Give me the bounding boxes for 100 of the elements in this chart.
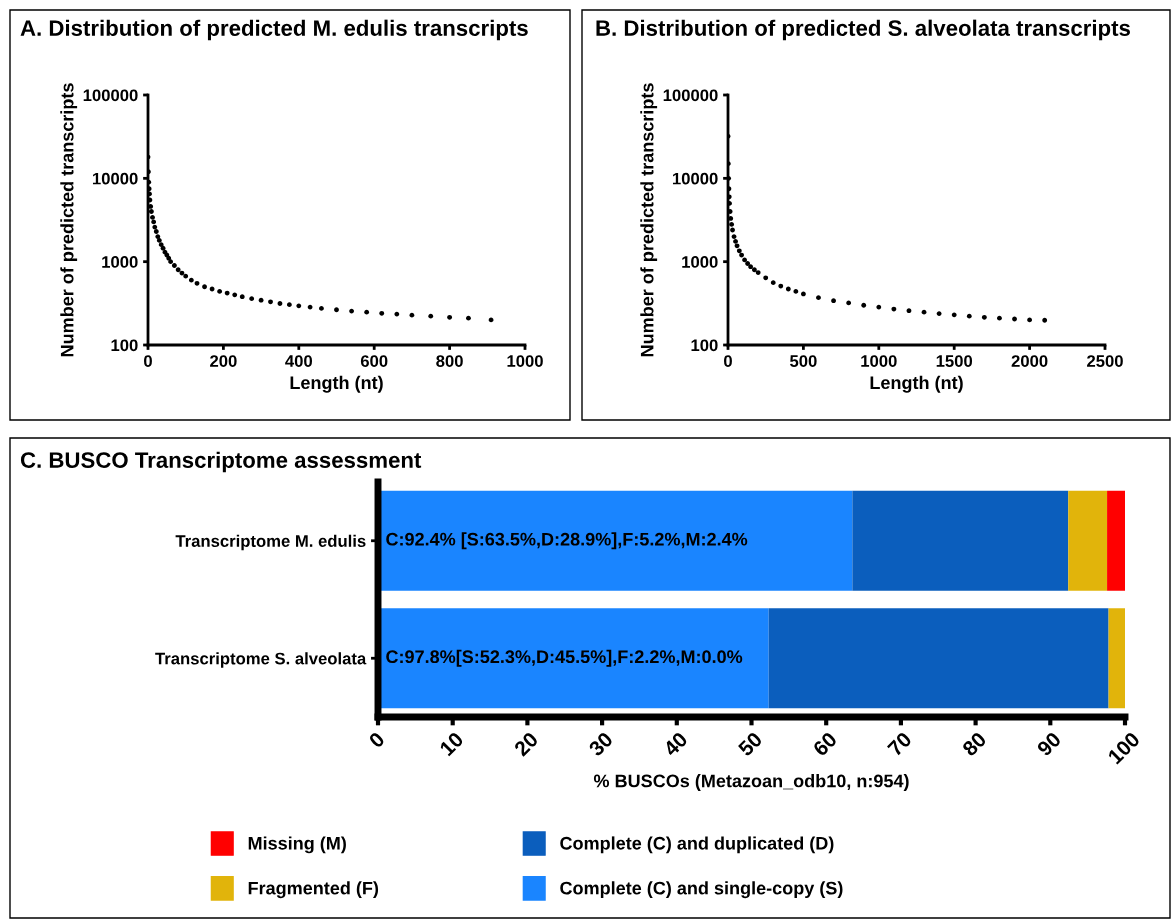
point <box>763 275 769 281</box>
y-axis-title: Number of predicted transcripts <box>60 83 78 357</box>
x-tick-label: 10 <box>438 731 465 757</box>
point <box>729 222 735 227</box>
x-tick-label: 400 <box>285 355 313 367</box>
y-tick-label: Transcriptome M. edulis <box>175 534 366 551</box>
point <box>217 288 223 294</box>
y-tick-label: 1000 <box>682 256 718 268</box>
point <box>736 248 742 254</box>
point <box>232 292 238 298</box>
point <box>296 303 302 309</box>
point <box>249 296 255 302</box>
point <box>334 307 339 313</box>
point <box>428 313 434 319</box>
bar <box>852 490 1069 591</box>
y-tick-label: 100000 <box>663 89 718 102</box>
x-tick-label: 70 <box>886 731 913 757</box>
bar <box>1108 608 1125 709</box>
legend-label: Complete (C) and single-copy (S) <box>560 881 843 899</box>
point <box>379 310 385 316</box>
x-tick-label: 0 <box>368 731 386 749</box>
point <box>861 302 867 308</box>
x-tick-label: 50 <box>737 731 764 757</box>
x-tick-label: 1000 <box>861 355 897 367</box>
x-tick-label: 0 <box>144 355 152 367</box>
point <box>733 239 738 244</box>
point <box>751 267 757 273</box>
x-tick-label: 800 <box>436 355 463 367</box>
y-tick-label: 100 <box>691 339 718 352</box>
point <box>997 315 1002 321</box>
point <box>156 237 162 243</box>
point <box>785 286 791 292</box>
point <box>800 291 806 297</box>
point <box>148 204 154 209</box>
point <box>728 216 734 221</box>
point <box>364 309 370 315</box>
y-tick-label: 100 <box>111 339 138 352</box>
point <box>148 209 154 214</box>
bar <box>1068 490 1108 591</box>
x-tick-label: 2000 <box>1011 355 1048 367</box>
y-tick-label: 10000 <box>92 172 138 185</box>
point <box>150 214 155 220</box>
point <box>748 264 754 270</box>
point <box>168 259 174 265</box>
annotation: C:97.8%[S:52.3%,D:45.5%],F:2.2%,M:0.0% <box>386 649 743 667</box>
x-tick-label: 500 <box>790 355 817 367</box>
x-tick-label: 20 <box>513 731 539 757</box>
y-axis-title: Number of predicted transcripts <box>640 83 658 357</box>
x-tick-label: 2500 <box>1087 355 1123 367</box>
chart-title: C. BUSCO Transcriptome assessment <box>20 451 422 473</box>
x-tick-label: 90 <box>1036 731 1062 757</box>
y-tick-label: 100000 <box>83 89 138 102</box>
point <box>183 273 189 279</box>
x-axis-title: Length (nt) <box>290 375 383 393</box>
point <box>755 270 761 275</box>
point <box>153 229 159 234</box>
x-tick-label: 60 <box>812 731 838 757</box>
x-tick-label: 1500 <box>936 355 973 367</box>
point <box>447 314 453 320</box>
point <box>171 263 177 268</box>
bar <box>1107 490 1125 591</box>
y-tick-label: 1000 <box>102 256 138 268</box>
legend-label: Missing (M) <box>248 836 346 854</box>
point <box>831 298 836 304</box>
y-tick-label: Transcriptome S. alveolata <box>155 652 367 668</box>
point <box>936 311 942 317</box>
point <box>319 305 324 311</box>
x-axis-title: % BUSCOs (Metazoan_odb10, n:954) <box>593 774 909 791</box>
chart-title: A. Distribution of predicted M. edulis transcripts <box>20 19 528 41</box>
x-tick-label: 1000 <box>507 355 543 367</box>
point <box>194 280 200 286</box>
point <box>876 304 882 310</box>
point <box>745 261 751 266</box>
x-tick-label: 40 <box>662 731 689 758</box>
point <box>155 234 161 239</box>
x-tick-label: 30 <box>587 731 614 758</box>
point <box>951 312 957 318</box>
point <box>966 313 972 319</box>
legend-label: Fragmented (F) <box>248 881 379 899</box>
bar <box>768 608 1109 709</box>
point <box>151 219 157 225</box>
point <box>239 294 245 300</box>
point <box>816 295 821 301</box>
legend-label: Complete (C) and duplicated (D) <box>560 836 834 854</box>
x-axis-title: Length (nt) <box>870 375 963 393</box>
chart-title: B. Distribution of predicted S. alveolata transcripts <box>596 19 1130 41</box>
y-tick-label: 10000 <box>672 172 718 185</box>
x-tick-label: 80 <box>961 731 988 757</box>
point <box>1042 317 1048 323</box>
point <box>778 283 784 289</box>
point <box>770 280 776 286</box>
point <box>734 243 740 249</box>
point <box>846 300 852 306</box>
x-tick-label: 200 <box>210 355 237 367</box>
point <box>906 308 912 314</box>
point <box>175 267 181 273</box>
point <box>793 288 799 294</box>
x-tick-label: 100 <box>1107 731 1141 765</box>
annotation: C:92.4% [S:63.5%,D:28.9%],F:5.2%,M:2.4% <box>386 532 748 550</box>
point <box>394 311 400 317</box>
